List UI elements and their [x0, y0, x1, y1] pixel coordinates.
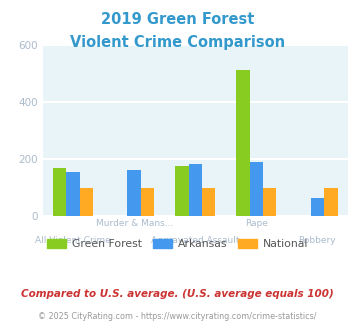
Text: Aggravated Assault: Aggravated Assault [151, 236, 240, 245]
Bar [175, 166, 189, 216]
Text: © 2025 CityRating.com - https://www.cityrating.com/crime-statistics/: © 2025 CityRating.com - https://www.city… [38, 312, 317, 321]
Text: All Violent Crime: All Violent Crime [35, 236, 111, 245]
Bar [250, 162, 263, 216]
Bar [311, 198, 324, 216]
Bar [189, 164, 202, 216]
Legend: Green Forest, Arkansas, National: Green Forest, Arkansas, National [43, 234, 312, 254]
Bar [53, 168, 66, 216]
Bar [263, 187, 277, 216]
Text: Compared to U.S. average. (U.S. average equals 100): Compared to U.S. average. (U.S. average … [21, 289, 334, 299]
Text: Robbery: Robbery [299, 236, 336, 245]
Bar [324, 187, 338, 216]
Text: Rape: Rape [245, 219, 268, 228]
Bar [80, 187, 93, 216]
Bar [202, 187, 215, 216]
Bar [236, 70, 250, 216]
Bar [127, 170, 141, 216]
Text: 2019 Green Forest: 2019 Green Forest [101, 12, 254, 26]
Bar [141, 187, 154, 216]
Bar [66, 172, 80, 216]
Text: Murder & Mans...: Murder & Mans... [95, 219, 173, 228]
Text: Violent Crime Comparison: Violent Crime Comparison [70, 35, 285, 50]
